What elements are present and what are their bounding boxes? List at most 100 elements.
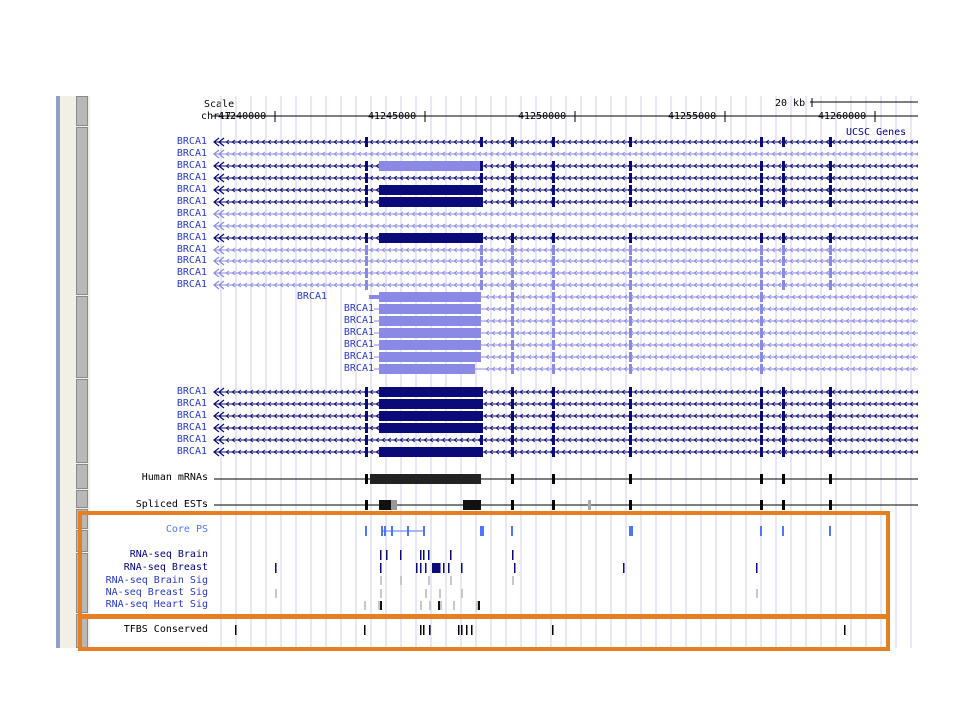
- strand-arrow: [873, 223, 878, 229]
- strand-arrow: [645, 437, 650, 443]
- strand-arrow: [537, 175, 542, 181]
- strand-arrow: [501, 235, 506, 241]
- gene-label-brca1[interactable]: BRCA1: [176, 172, 207, 183]
- strand-arrow: [747, 282, 752, 288]
- gene-label-brca1[interactable]: BRCA1: [176, 255, 207, 266]
- strand-arrow: [399, 437, 404, 443]
- strand-arrow: [807, 413, 812, 419]
- strand-arrow: [881, 306, 886, 312]
- track-label-rnaseq-brain[interactable]: RNA-seq Brain: [129, 549, 208, 560]
- strand-arrow: [747, 401, 752, 407]
- rnaseq-breast-mark: [425, 563, 427, 573]
- strand-arrow: [839, 330, 844, 336]
- gene-label-brca1[interactable]: BRCA1: [176, 422, 207, 433]
- track-button[interactable]: [76, 379, 88, 463]
- gene-label-brca1[interactable]: BRCA1: [176, 446, 207, 457]
- gene-label-brca1[interactable]: BRCA1: [176, 386, 207, 397]
- strand-arrow: [533, 366, 538, 372]
- strand-arrow: [261, 139, 266, 145]
- strand-arrow: [677, 342, 682, 348]
- gene-label-brca1[interactable]: BRCA1: [343, 351, 374, 362]
- strand-arrow: [441, 437, 446, 443]
- exon-mark: [629, 280, 632, 290]
- strand-arrow: [723, 449, 728, 455]
- core-ps-mark: [480, 526, 482, 536]
- gene-label-brca1[interactable]: BRCA1: [343, 339, 374, 350]
- strand-arrow: [351, 235, 356, 241]
- track-label-rnaseq-heart-sig[interactable]: RNA-seq Heart Sig: [105, 599, 208, 610]
- strand-arrow: [489, 401, 494, 407]
- strand-arrow: [405, 211, 410, 217]
- track-label-rnaseq-brain-sig[interactable]: RNA-seq Brain Sig: [105, 575, 208, 586]
- strand-arrow: [453, 139, 458, 145]
- strand-arrow: [639, 139, 644, 145]
- strand-arrow: [465, 270, 470, 276]
- gene-label-brca1[interactable]: BRCA1: [176, 220, 207, 231]
- gene-label-brca1[interactable]: BRCA1: [343, 303, 374, 314]
- gene-label-brca1[interactable]: BRCA1: [176, 184, 207, 195]
- exon-mark: [511, 197, 514, 207]
- strand-arrow: [821, 354, 826, 360]
- strand-arrow: [593, 342, 598, 348]
- track-label-human-mrnas[interactable]: Human mRNAs: [141, 472, 208, 483]
- gene-label-brca1[interactable]: BRCA1: [176, 208, 207, 219]
- gene-label-brca1[interactable]: BRCA1: [176, 196, 207, 207]
- strand-arrow: [519, 401, 524, 407]
- strand-arrow: [785, 330, 790, 336]
- strand-arrow: [537, 151, 542, 157]
- strand-arrow: [381, 258, 386, 264]
- strand-arrow: [815, 354, 820, 360]
- track-label-spliced-ests[interactable]: Spliced ESTs: [135, 499, 208, 510]
- gene-label-brca1[interactable]: BRCA1: [176, 434, 207, 445]
- strand-arrow: [273, 247, 278, 253]
- strand-arrow: [591, 211, 596, 217]
- strand-arrow: [303, 258, 308, 264]
- strand-arrow: [897, 199, 902, 205]
- strand-arrow: [863, 318, 868, 324]
- track-button[interactable]: [76, 490, 88, 508]
- gene-label-brca1[interactable]: BRCA1: [176, 244, 207, 255]
- strand-arrow: [891, 235, 896, 241]
- track-label-core-ps[interactable]: Core PS: [165, 524, 208, 535]
- strand-arrow: [489, 199, 494, 205]
- gene-label-brca1[interactable]: BRCA1: [176, 160, 207, 171]
- strand-arrow: [695, 318, 700, 324]
- strand-arrow: [813, 139, 818, 145]
- track-label-rnaseq-breast-sig[interactable]: NA-seq Breast Sig: [105, 587, 208, 598]
- gene-label-brca1[interactable]: BRCA1: [176, 232, 207, 243]
- strand-arrow: [849, 247, 854, 253]
- gene-label-brca1[interactable]: BRCA1: [176, 136, 207, 147]
- gene-label-brca1[interactable]: BRCA1: [343, 327, 374, 338]
- strand-arrow: [333, 437, 338, 443]
- strand-arrow: [723, 211, 728, 217]
- track-button[interactable]: [76, 96, 88, 126]
- track-label-tfbs-conserved[interactable]: TFBS Conserved: [123, 624, 208, 635]
- gene-label-brca1[interactable]: BRCA1: [343, 363, 374, 374]
- track-button[interactable]: [76, 464, 88, 489]
- gene-label-brca1[interactable]: BRCA1: [343, 315, 374, 326]
- track-label-rnaseq-breast[interactable]: RNA-seq Breast: [123, 562, 208, 573]
- strand-arrow: [333, 163, 338, 169]
- strand-arrow: [375, 437, 380, 443]
- gene-label-brca1[interactable]: BRCA1: [176, 279, 207, 290]
- gene-label-brca1[interactable]: BRCA1: [176, 148, 207, 159]
- track-label-column: Scale chr17:: [90, 96, 237, 648]
- strand-arrow: [909, 437, 914, 443]
- strand-arrow: [471, 258, 476, 264]
- strand-arrow: [429, 282, 434, 288]
- strand-arrow: [611, 294, 616, 300]
- strand-arrow: [507, 175, 512, 181]
- strand-arrow: [515, 318, 520, 324]
- strand-arrow: [465, 139, 470, 145]
- strand-arrow: [897, 223, 902, 229]
- strand-arrow: [891, 258, 896, 264]
- strand-arrow: [539, 306, 544, 312]
- track-button[interactable]: [76, 296, 88, 378]
- gene-label-brca1[interactable]: BRCA1: [296, 291, 327, 302]
- strand-arrow: [303, 401, 308, 407]
- gene-label-brca1[interactable]: BRCA1: [176, 398, 207, 409]
- gene-label-brca1[interactable]: BRCA1: [176, 267, 207, 278]
- gene-label-brca1[interactable]: BRCA1: [176, 410, 207, 421]
- track-button[interactable]: [76, 127, 88, 295]
- strand-arrow: [875, 330, 880, 336]
